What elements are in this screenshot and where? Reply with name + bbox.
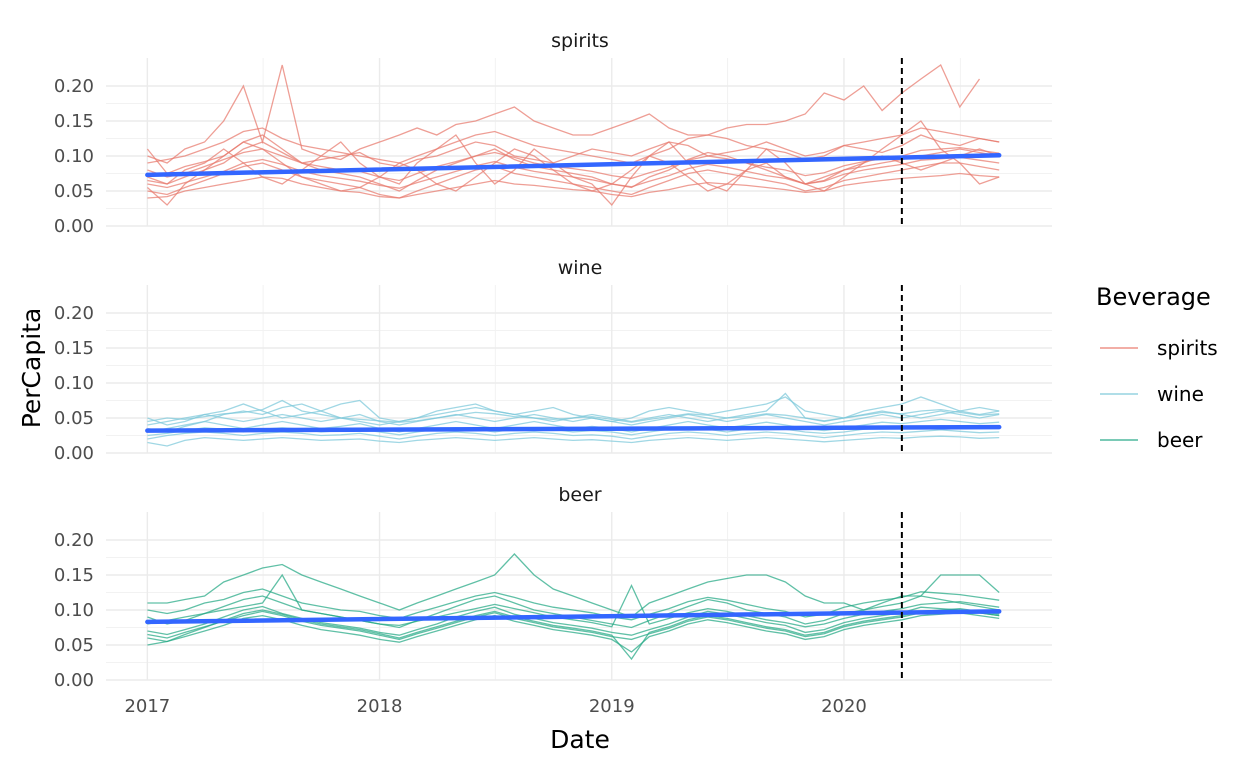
y-tick-label: 0.10: [54, 600, 94, 621]
legend-label-spirits: spirits: [1157, 336, 1218, 360]
y-tick-label: 0.20: [54, 303, 94, 324]
y-tick-label: 0.05: [54, 408, 94, 429]
x-tick-label: 2017: [124, 696, 170, 717]
series-line-beer: [147, 607, 1000, 661]
y-tick-label: 0.00: [54, 443, 94, 464]
plot-area-beer: 0.00 0.05 0.10 0.15 0.20: [54, 512, 1052, 691]
series-line-spirits: [147, 64, 981, 164]
series-line-beer: [147, 553, 1000, 618]
legend-title: Beverage: [1096, 283, 1211, 311]
y-tick-label: 0.10: [54, 373, 94, 394]
series-line-spirits: [147, 172, 1000, 199]
panel-spirits: spirits: [551, 30, 609, 52]
x-axis: 2017 2018 2019 2020: [124, 696, 866, 717]
series-line-wine: [147, 410, 1000, 426]
x-tick-label: 2019: [589, 696, 635, 717]
series-line-wine: [147, 399, 1000, 423]
plot-area-spirits: 0.00 0.05 0.10 0.15 0.20: [54, 58, 1052, 237]
y-tick-label: 0.20: [54, 530, 94, 551]
series-line-beer: [147, 573, 1000, 628]
y-tick-label: 0.05: [54, 635, 94, 656]
series-line-beer: [147, 588, 1000, 621]
x-tick-label: 2020: [821, 696, 867, 717]
panel-beer: beer: [558, 484, 601, 506]
y-tick-label: 0.05: [54, 181, 94, 202]
panel-title-beer: beer: [558, 484, 601, 506]
y-tick-label: 0.10: [54, 146, 94, 167]
plot-area-wine: 0.00 0.05 0.10 0.15 0.20: [54, 285, 1052, 464]
series-line-wine: [147, 396, 1000, 426]
series-line-wine: [147, 429, 1000, 440]
y-axis-title: PerCapita: [17, 308, 46, 429]
legend-label-wine: wine: [1157, 382, 1204, 406]
y-tick-label: 0.00: [54, 670, 94, 691]
trend-line-beer: [145, 609, 1002, 625]
trend-line-spirits: [145, 153, 1002, 178]
panel-wine: wine: [558, 257, 603, 279]
series-line-beer: [147, 609, 1000, 641]
panel-title-wine: wine: [558, 257, 603, 279]
series-line-spirits: [146, 134, 1000, 175]
y-tick-label: 0.20: [54, 76, 94, 97]
y-tick-label: 0.15: [54, 338, 94, 359]
series-line-spirits: [147, 127, 1000, 164]
series-line-spirits: [146, 141, 1000, 206]
x-tick-label: 2018: [357, 696, 403, 717]
y-tick-label: 0.15: [54, 111, 94, 132]
series-line-spirits: [147, 120, 1000, 207]
legend: Beverage spirits wine beer: [1096, 283, 1218, 452]
y-tick-label: 0.15: [54, 565, 94, 586]
series-line-wine: [147, 435, 1000, 447]
panel-title-spirits: spirits: [551, 30, 609, 52]
series-line-beer: [147, 605, 1000, 636]
legend-label-beer: beer: [1157, 428, 1203, 452]
x-axis-title: Date: [550, 725, 610, 754]
series-line-spirits: [147, 146, 1000, 182]
trend-line-wine: [145, 424, 1002, 433]
y-tick-label: 0.00: [54, 216, 94, 237]
